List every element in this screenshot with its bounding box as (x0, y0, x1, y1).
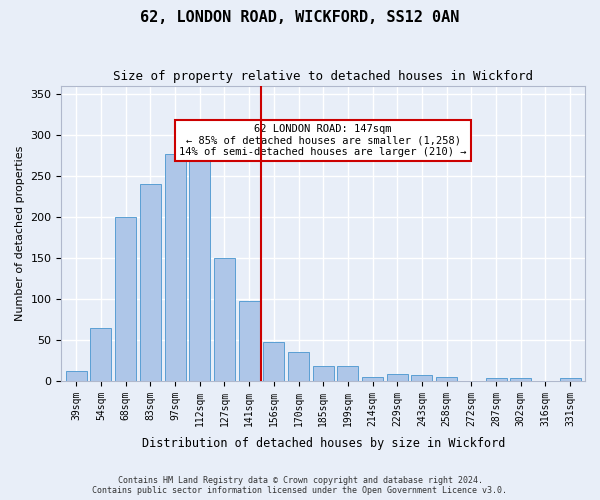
Bar (313, 366, 334, 381)
Bar (263, 342, 284, 381)
Bar (239, 302, 260, 381)
Bar (510, 378, 531, 381)
Bar (189, 143, 210, 381)
Bar (436, 377, 457, 381)
Bar (337, 366, 358, 381)
Title: Size of property relative to detached houses in Wickford: Size of property relative to detached ho… (113, 70, 533, 83)
X-axis label: Distribution of detached houses by size in Wickford: Distribution of detached houses by size … (142, 437, 505, 450)
Bar (485, 378, 506, 381)
Bar (140, 184, 161, 381)
Bar (164, 154, 185, 381)
Text: Contains HM Land Registry data © Crown copyright and database right 2024.
Contai: Contains HM Land Registry data © Crown c… (92, 476, 508, 495)
Bar (288, 352, 309, 381)
Text: 62 LONDON ROAD: 147sqm
← 85% of detached houses are smaller (1,258)
14% of semi-: 62 LONDON ROAD: 147sqm ← 85% of detached… (179, 124, 467, 157)
Bar (115, 217, 136, 381)
Bar (412, 375, 433, 381)
Bar (362, 377, 383, 381)
Bar (560, 378, 581, 381)
Bar (214, 258, 235, 381)
Text: 62, LONDON ROAD, WICKFORD, SS12 0AN: 62, LONDON ROAD, WICKFORD, SS12 0AN (140, 10, 460, 25)
Bar (91, 328, 112, 381)
Bar (66, 371, 87, 381)
Y-axis label: Number of detached properties: Number of detached properties (15, 146, 25, 321)
Bar (387, 374, 408, 381)
